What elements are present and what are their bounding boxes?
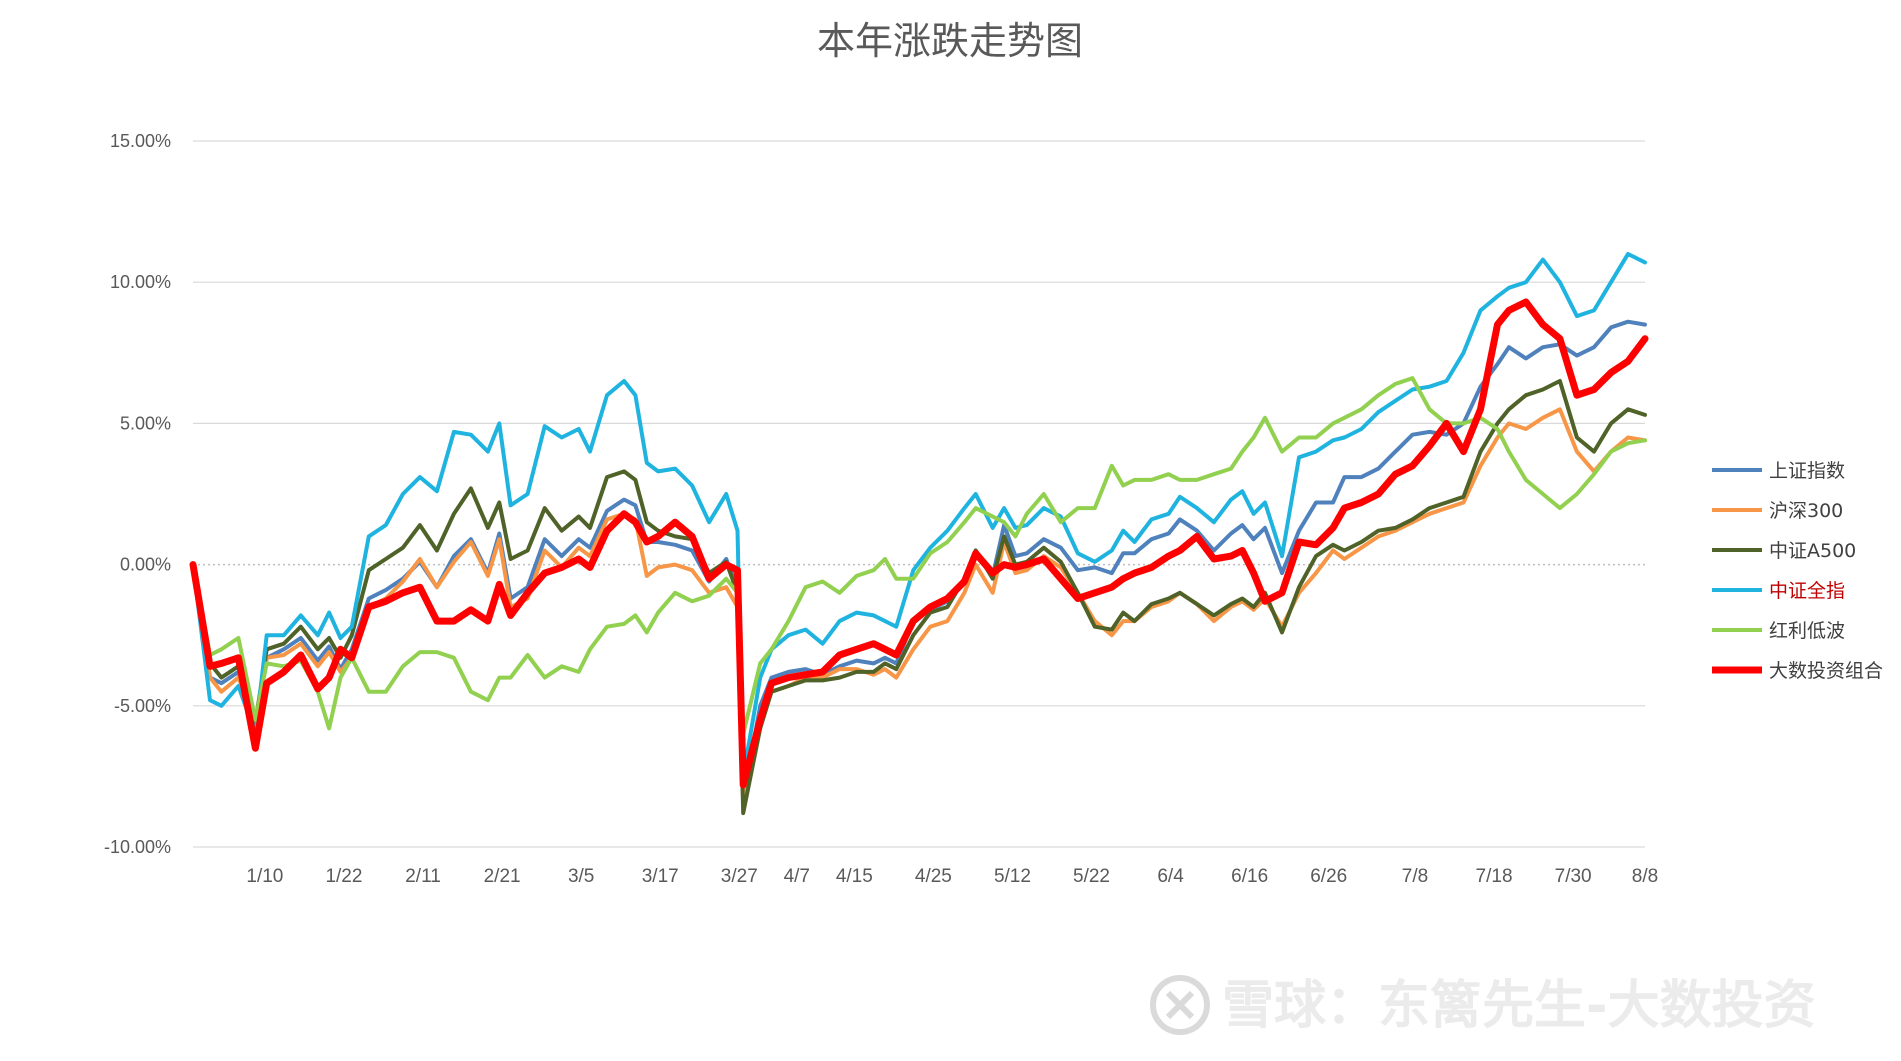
x-tick-label: 7/30 [1555, 866, 1592, 887]
y-tick-label: -5.00% [114, 696, 171, 716]
y-tick-label: 10.00% [110, 272, 171, 292]
legend-label: 沪深300 [1769, 500, 1843, 522]
legend-label: 中证A500 [1769, 540, 1856, 562]
x-tick-label: 6/4 [1157, 866, 1184, 887]
y-axis-ticks: -10.00% -5.00% 0.00% 5.00% 10.00% 15.00% [104, 131, 171, 857]
watermark-text: 雪球：东篱先生-大数投资 [1222, 976, 1816, 1036]
x-tick-label: 5/22 [1073, 866, 1110, 887]
series-line [191, 407, 1647, 807]
xueqiu-logo-icon [1150, 975, 1210, 1035]
x-tick-label: 3/17 [642, 866, 679, 887]
x-tick-label: 5/12 [994, 866, 1031, 887]
series-lines [189, 252, 1649, 816]
series-line [191, 252, 1647, 779]
legend-label: 大数投资组合 [1769, 660, 1883, 682]
x-tick-label: 6/16 [1231, 866, 1268, 887]
x-tick-label: 1/22 [325, 866, 362, 887]
chart-title: 本年涨跌走势图 [817, 19, 1083, 63]
series-line [191, 379, 1647, 816]
x-tick-label: 3/27 [721, 866, 758, 887]
x-tick-label: 4/15 [836, 866, 873, 887]
y-tick-label: -10.00% [104, 837, 171, 857]
series-line [191, 376, 1647, 736]
x-tick-label: 6/26 [1310, 866, 1347, 887]
watermark: 雪球：东篱先生-大数投资 [1150, 975, 1816, 1036]
x-tick-label: 1/10 [246, 866, 283, 887]
x-tick-label: 7/8 [1402, 866, 1428, 887]
legend-label: 红利低波 [1769, 620, 1845, 642]
x-axis-ticks: 1/10 1/22 2/11 2/21 3/5 3/17 3/27 4/7 4/15 4/25 5/… [246, 866, 1658, 887]
x-tick-label: 2/11 [405, 866, 441, 887]
x-tick-label: 2/21 [484, 866, 521, 887]
x-tick-label: 8/8 [1632, 866, 1658, 887]
x-tick-label: 7/18 [1476, 866, 1513, 887]
legend-label: 中证全指 [1769, 580, 1845, 602]
y-tick-label: 0.00% [120, 555, 171, 575]
x-tick-label: 4/7 [784, 866, 810, 887]
x-tick-label: 3/5 [568, 866, 594, 887]
legend-label: 上证指数 [1769, 460, 1845, 482]
x-tick-label: 4/25 [915, 866, 952, 887]
y-tick-label: 5.00% [120, 413, 171, 433]
series-line [189, 298, 1649, 789]
y-tick-label: 15.00% [110, 131, 171, 151]
